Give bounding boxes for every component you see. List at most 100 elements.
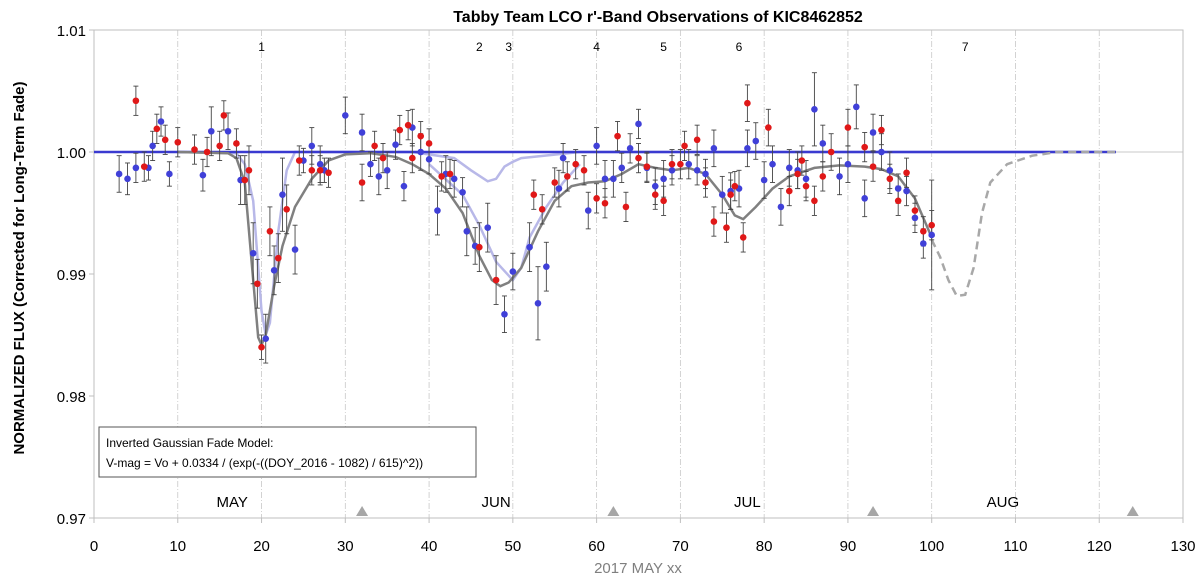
data-point-red: [819, 173, 827, 180]
data-point-red: [651, 191, 659, 198]
data-point-red: [241, 176, 249, 184]
data-point-red: [245, 167, 253, 174]
data-point-blue: [199, 171, 207, 179]
data-point-blue: [375, 173, 383, 180]
x-tick-label: 0: [90, 538, 98, 555]
data-point-red: [861, 143, 868, 151]
data-point-red: [425, 140, 433, 147]
data-point-red: [161, 136, 169, 144]
data-point-blue: [744, 145, 751, 152]
model-box-line2: V-mag = Vo + 0.0334 / (exp(-((DOY_2016 -…: [106, 456, 423, 470]
data-point-red: [794, 170, 801, 178]
data-point-red: [677, 160, 684, 168]
data-point-blue: [534, 299, 542, 307]
data-point-blue: [752, 137, 760, 145]
data-point-red: [635, 154, 642, 162]
data-point-red: [681, 142, 688, 150]
data-point-red: [693, 136, 701, 144]
data-point-blue: [383, 167, 391, 174]
y-tick-label: 1.01: [57, 23, 86, 40]
data-point-blue: [819, 140, 827, 147]
data-point-blue: [224, 127, 232, 135]
data-point-blue: [509, 268, 517, 275]
month-divider-triangle: [867, 506, 880, 516]
data-point-red: [580, 167, 588, 174]
data-point-red: [358, 179, 366, 186]
data-point-red: [379, 154, 387, 162]
data-point-blue: [811, 106, 818, 113]
data-point-red: [928, 221, 935, 229]
data-point-blue: [878, 148, 885, 156]
data-point-red: [203, 148, 211, 156]
data-point-blue: [760, 176, 768, 184]
data-point-red: [827, 148, 835, 156]
data-point-blue: [610, 175, 617, 183]
data-point-red: [258, 343, 265, 351]
data-point-red: [739, 234, 747, 241]
data-point-blue: [593, 142, 600, 150]
dip-label: 5: [660, 40, 667, 54]
data-point-blue: [367, 160, 374, 168]
y-tick-label: 0.98: [57, 389, 86, 406]
data-point-red: [878, 126, 885, 134]
data-point-blue: [802, 175, 810, 183]
data-point-blue: [463, 228, 471, 235]
data-point-red: [911, 207, 919, 214]
data-point-blue: [132, 164, 140, 172]
data-point-red: [894, 197, 902, 205]
dip-label: 7: [962, 40, 969, 54]
data-point-red: [220, 112, 228, 119]
data-point-blue: [501, 310, 508, 318]
data-point-blue: [249, 249, 257, 257]
data-point-blue: [685, 160, 693, 168]
data-point-red: [563, 173, 571, 180]
data-point-red: [723, 224, 730, 231]
y-tick-label: 1.00: [57, 145, 86, 162]
data-point-red: [811, 197, 818, 205]
month-label: JUN: [482, 494, 511, 511]
data-point-red: [920, 228, 927, 235]
data-point-red: [572, 160, 579, 168]
data-point-red: [396, 126, 404, 134]
data-point-blue: [166, 170, 173, 178]
data-point-blue: [124, 175, 131, 183]
month-divider-triangle: [607, 506, 620, 516]
data-point-blue: [543, 263, 550, 270]
month-divider-triangle: [356, 506, 369, 516]
x-tick-label: 40: [421, 538, 438, 555]
data-point-red: [903, 169, 910, 177]
data-point-blue: [584, 207, 592, 214]
data-point-red: [132, 97, 140, 105]
dip-label: 4: [593, 40, 600, 54]
data-point-blue: [157, 118, 165, 125]
model-box-line1: Inverted Gaussian Fade Model:: [106, 436, 273, 450]
data-point-red: [614, 132, 621, 140]
data-point-red: [492, 276, 500, 284]
data-point-blue: [861, 195, 868, 202]
x-tick-label: 80: [756, 538, 773, 555]
data-point-blue: [869, 129, 877, 136]
data-point-red: [295, 157, 303, 164]
dip-label: 3: [505, 40, 512, 54]
data-point-blue: [115, 170, 123, 178]
data-point-red: [660, 197, 667, 205]
data-point-red: [409, 154, 416, 162]
x-tick-label: 20: [253, 538, 270, 555]
data-point-red: [438, 173, 445, 180]
data-point-red: [174, 138, 182, 146]
data-point-blue: [555, 185, 563, 192]
data-point-red: [446, 170, 454, 178]
data-point-blue: [853, 103, 860, 111]
data-point-red: [668, 160, 676, 168]
data-point-red: [765, 124, 772, 131]
y-tick-label: 0.99: [57, 267, 86, 284]
data-point-red: [886, 175, 894, 183]
data-point-blue: [836, 173, 843, 180]
x-tick-label: 70: [672, 538, 689, 555]
data-point-red: [798, 157, 806, 164]
data-point-blue: [149, 142, 156, 150]
data-point-red: [325, 169, 332, 177]
data-point-red: [371, 142, 378, 150]
data-point-blue: [316, 160, 324, 168]
